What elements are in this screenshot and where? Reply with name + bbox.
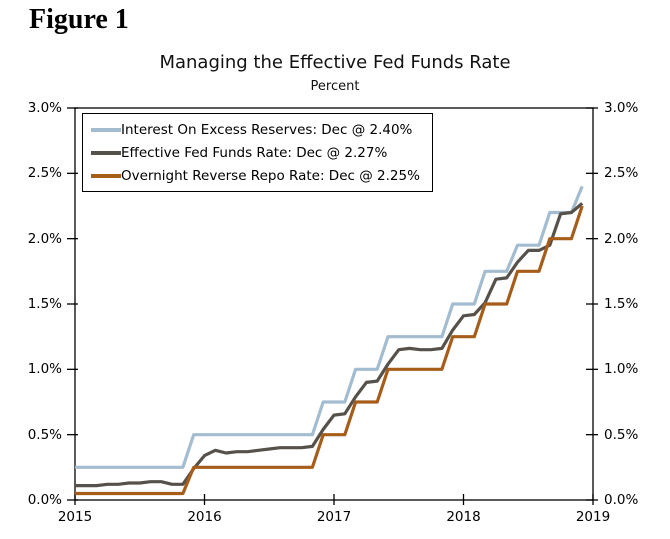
legend-box: Interest On Excess Reserves: Dec @ 2.40%… (82, 113, 433, 192)
y-axis-label-left: 0.5% (27, 426, 62, 443)
figure-label: Figure 1 (29, 4, 129, 35)
legend-swatch-icon (91, 150, 121, 155)
y-axis-label-right: 0.0% (604, 492, 639, 508)
legend-item-2: Overnight Reverse Repo Rate: Dec @ 2.25% (91, 164, 420, 187)
x-axis-label: 2015 (57, 509, 93, 525)
y-axis-label-right: 3.0% (604, 100, 639, 116)
y-axis-label-left: 2.0% (27, 230, 62, 247)
y-axis-label-left: 3.0% (27, 100, 62, 116)
x-axis-label: 2017 (316, 509, 352, 525)
legend-item-label: Interest On Excess Reserves: Dec @ 2.40% (121, 121, 413, 138)
y-axis-label-right: 2.0% (604, 230, 639, 247)
y-axis-label-left: 1.0% (27, 361, 62, 378)
legend-item-label: Overnight Reverse Repo Rate: Dec @ 2.25% (121, 167, 420, 184)
series-line-1 (75, 202, 584, 488)
x-axis-label: 2018 (446, 509, 481, 525)
chart-subtitle: Percent (310, 79, 360, 94)
legend-item-0: Interest On Excess Reserves: Dec @ 2.40% (91, 118, 420, 141)
y-axis-label-left: 1.5% (27, 296, 62, 312)
y-axis-label-right: 0.5% (604, 426, 639, 443)
y-axis-label-left: 2.5% (27, 165, 62, 182)
y-axis-label-right: 2.5% (604, 165, 639, 182)
x-axis-label: 2019 (575, 509, 611, 525)
y-axis-label-right: 1.5% (604, 296, 639, 312)
legend-item-label: Effective Fed Funds Rate: Dec @ 2.27% (121, 144, 388, 161)
legend-swatch-icon (91, 173, 121, 178)
legend-item-1: Effective Fed Funds Rate: Dec @ 2.27% (91, 141, 420, 164)
y-axis-label-right: 1.0% (604, 361, 639, 378)
chart-title: Managing the Effective Fed Funds Rate (159, 52, 511, 73)
x-axis-label: 2016 (187, 509, 222, 525)
legend-swatch-icon (91, 127, 121, 132)
series-line-0 (75, 185, 584, 469)
series-line-2 (75, 205, 584, 496)
y-axis-label-left: 0.0% (27, 492, 62, 508)
